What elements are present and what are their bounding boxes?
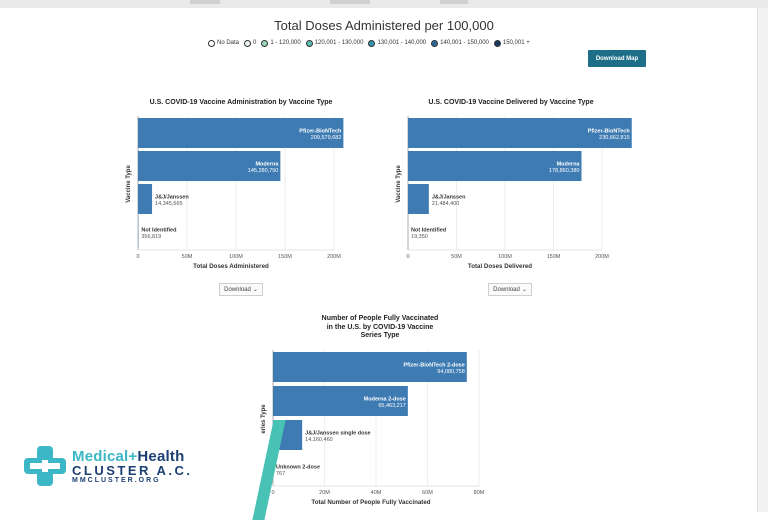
bar-name-label: Pfizer-BioNTech 2-dose [403, 363, 464, 369]
bar-value-label: 145,280,750 [248, 168, 279, 174]
download-label: Download [224, 287, 251, 293]
chart-title-administration: U.S. COVID-19 Vaccine Administration by … [118, 99, 364, 108]
tick-label: 200M [595, 254, 609, 260]
bar-value-label: 21,484,400 [432, 201, 460, 207]
bar [408, 151, 581, 181]
bar-name-label: Pfizer-BioNTech [299, 129, 342, 135]
tick-label: 0 [406, 254, 409, 260]
bar-name-label: Moderna [557, 162, 581, 168]
chart-title-delivered: U.S. COVID-19 Vaccine Delivered by Vacci… [388, 99, 634, 108]
legend-label: 0 [253, 40, 256, 46]
medical-cross-icon [22, 446, 68, 486]
legend-item: 1 - 120,000 [261, 40, 300, 47]
legend-item: 0 [244, 40, 256, 47]
y-axis-label: Vaccine Type [126, 165, 132, 203]
tick-label: 150M [547, 254, 561, 260]
bar-name-label: Not Identified [141, 228, 176, 234]
y-axis-label: eries Type [261, 404, 267, 434]
bar-value-label: 19,350 [411, 234, 428, 240]
bar-name-label: Unknown 2-dose [276, 465, 320, 471]
download-map-button[interactable]: Download Map [588, 50, 646, 67]
legend-item: 120,001 - 130,000 [306, 40, 364, 47]
tick-label: 200M [327, 254, 341, 260]
map-title: Total Doses Administered per 100,000 [0, 18, 768, 33]
tick-label: 20M [319, 490, 330, 496]
browser-top-bar [0, 0, 768, 8]
legend-label: 150,001 + [503, 40, 530, 46]
bar-value-label: 14,345,665 [155, 201, 183, 207]
bar-name-label: J&J/Janssen [432, 195, 466, 201]
legend-label: 130,001 - 140,000 [377, 40, 426, 46]
tick-label: 50M [182, 254, 193, 260]
tick-label: 0 [271, 490, 274, 496]
top-bar-tab [190, 0, 220, 4]
bar-value-label: 767 [276, 471, 285, 477]
bar-value-label: 209,579,682 [311, 135, 342, 141]
bar-value-label: 356,819 [141, 234, 161, 240]
legend-swatch [368, 40, 375, 47]
chevron-down-icon: ⌄ [522, 286, 527, 293]
tick-label: 80M [474, 490, 485, 496]
bar-name-label: Moderna [255, 162, 279, 168]
x-axis-label: Total Number of People Fully Vaccinated [311, 499, 430, 506]
bar-name-label: Moderna 2-dose [364, 397, 406, 403]
tick-label: 150M [278, 254, 292, 260]
bar-name-label: Not Identified [411, 228, 446, 234]
bar-value-label: 94,080,758 [437, 369, 465, 375]
chart-title-line: Series Type [300, 332, 460, 341]
legend-swatch [244, 40, 251, 47]
bar [408, 184, 429, 214]
chart-title-line: Number of People Fully Vaccinated [300, 315, 460, 324]
legend-swatch [306, 40, 313, 47]
tick-label: 100M [498, 254, 512, 260]
bar-value-label: 14,160,460 [305, 437, 333, 443]
legend-item: 130,001 - 140,000 [368, 40, 426, 47]
legend-label: No Data [217, 40, 239, 46]
chart-administration: 0 50M 100M 150M 200M Pfizer-BioNTech209,579,6… [118, 110, 364, 280]
legend-item: 150,001 + [494, 40, 530, 47]
download-label: Download [493, 287, 520, 293]
chart-title-fully-vaccinated: Number of People Fully Vaccinated in the… [300, 315, 460, 341]
tick-label: 50M [451, 254, 462, 260]
tick-label: 100M [229, 254, 243, 260]
chart-title-line: in the U.S. by COVID-19 Vaccine [300, 324, 460, 333]
legend-label: 1 - 120,000 [270, 40, 300, 46]
top-bar-tab [330, 0, 370, 4]
legend-swatch [208, 40, 215, 47]
bar [138, 184, 152, 214]
legend-swatch [261, 40, 268, 47]
bar-value-label: 230,662,815 [599, 135, 630, 141]
y-axis-label: Vaccine Type [396, 165, 402, 203]
legend-swatch [431, 40, 438, 47]
legend-item: 140,001 - 150,000 [431, 40, 489, 47]
top-bar-tab [440, 0, 468, 4]
tick-label: 60M [422, 490, 433, 496]
logo-subtitle: CLUSTER A.C. [72, 463, 193, 478]
map-legend: No Data 0 1 - 120,000 120,001 - 130,000 130,… [208, 37, 535, 49]
legend-swatch [494, 40, 501, 47]
page-scrollbar[interactable] [757, 8, 768, 512]
bar-value-label: 178,860,380 [549, 168, 580, 174]
bar-value-label: 65,463,217 [378, 403, 406, 409]
x-axis-label: Total Doses Delivered [468, 263, 532, 270]
bar-name-label: Pfizer-BioNTech [588, 129, 631, 135]
legend-label: 140,001 - 150,000 [440, 40, 489, 46]
bar-name-label: J&J/Janssen single dose [305, 431, 370, 437]
medical-health-cluster-logo: Medical+Health CLUSTER A.C. MMCLUSTER.OR… [22, 446, 222, 488]
legend-label: 120,001 - 130,000 [315, 40, 364, 46]
bar-name-label: J&J/Janssen [155, 195, 189, 201]
download-dropdown-delivered[interactable]: Download ⌄ [488, 283, 532, 296]
x-axis-label: Total Doses Administered [193, 263, 269, 270]
download-dropdown-administration[interactable]: Download ⌄ [219, 283, 263, 296]
tick-label: 40M [371, 490, 382, 496]
chart-delivered: 0 50M 100M 150M 200M Pfizer-BioNTech230,662,8… [388, 110, 634, 280]
chevron-down-icon: ⌄ [253, 286, 258, 293]
tick-label: 0 [136, 254, 139, 260]
chart-fully-vaccinated: 0 20M 40M 60M 80M Pfizer-BioNTech 2-dose94,08… [258, 348, 488, 512]
logo-url: MMCLUSTER.ORG [72, 477, 161, 484]
legend-item: No Data [208, 40, 239, 47]
